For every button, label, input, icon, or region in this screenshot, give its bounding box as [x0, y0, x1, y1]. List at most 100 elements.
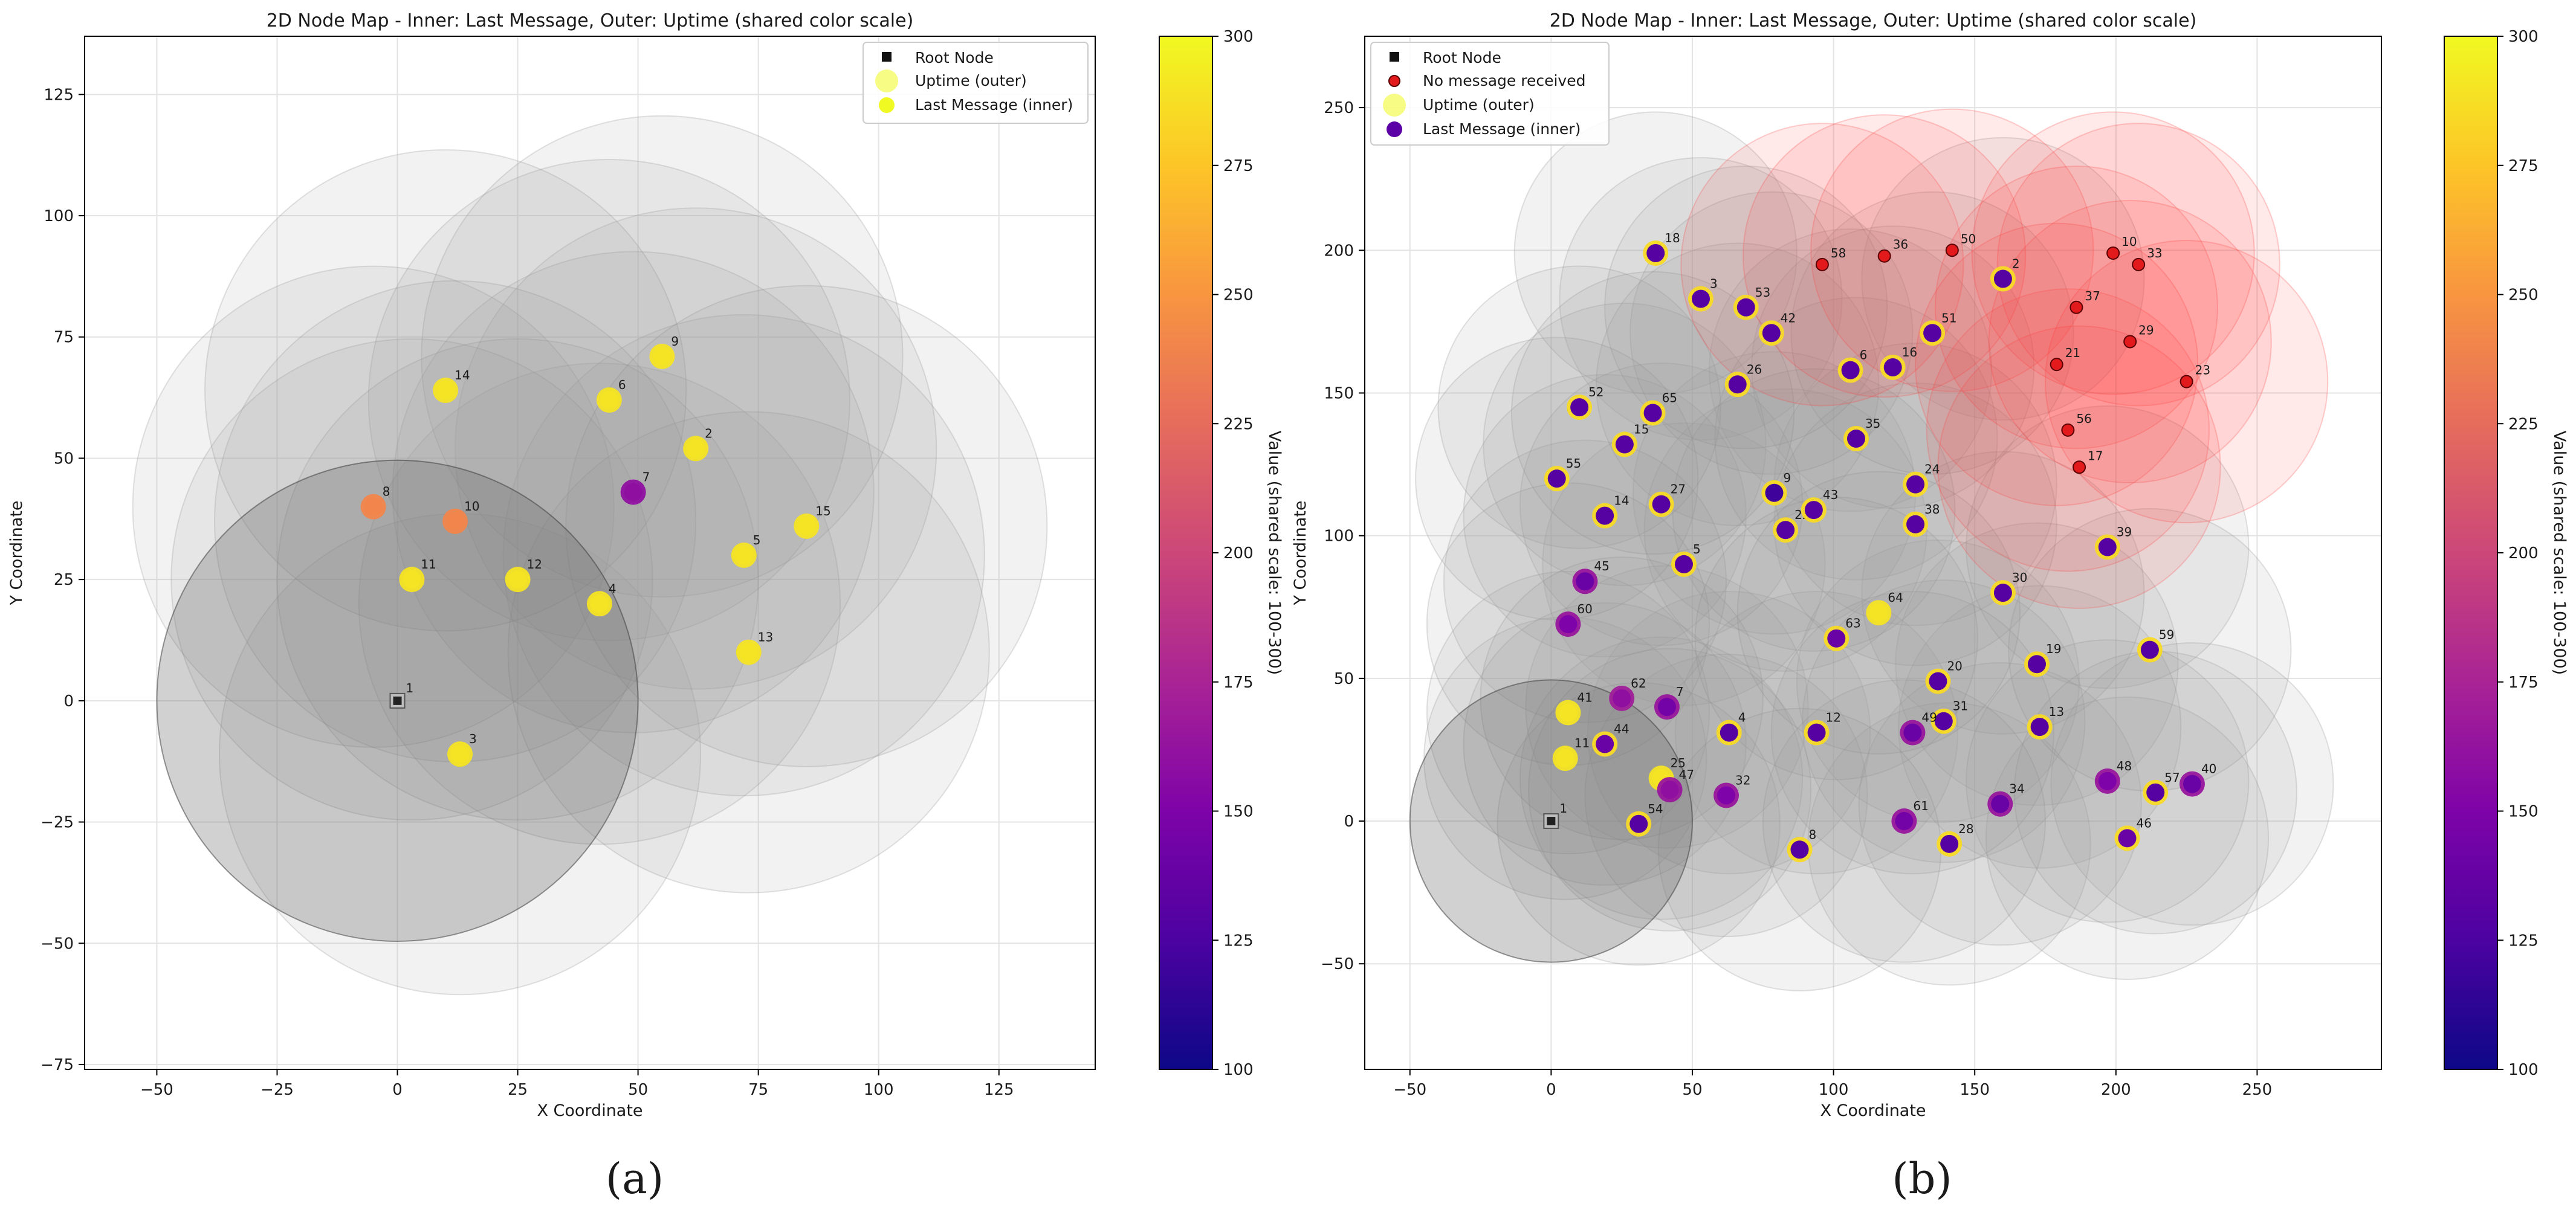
node-last-message-marker: [1596, 735, 1614, 753]
legend-last-message-marker-a: [879, 97, 895, 113]
node-last-message-marker: [1596, 506, 1614, 525]
root-node-label: 1: [406, 681, 414, 695]
node-label: 63: [1845, 616, 1860, 631]
colorbar-tick-label: 125: [1223, 932, 1254, 950]
node-label: 10: [464, 499, 479, 514]
x-tick-label: 100: [1819, 1081, 1849, 1099]
y-tick-label: 125: [44, 86, 74, 104]
node-last-message-marker: [364, 497, 383, 516]
node-label: 19: [2046, 642, 2061, 656]
node-label: 36: [1893, 237, 1908, 252]
y-ticks-a: −75 −50 −25 0 25 50 75 100 125: [40, 86, 85, 1074]
node-label: 6: [1860, 348, 1868, 362]
colorbar-tick-label: 100: [2508, 1061, 2539, 1079]
node-label: 26: [1747, 362, 1762, 376]
node-last-message-marker: [1660, 781, 1679, 799]
node-no-message-marker: [2106, 246, 2120, 260]
colorbar-label-a: Value (shared scale: 100-300): [1265, 431, 1284, 675]
legend-root-marker-b: [1390, 52, 1399, 62]
node-label: 9: [1783, 471, 1791, 485]
colorbar-tick-label: 225: [1223, 415, 1254, 433]
node-label: 33: [2147, 246, 2162, 260]
colorbar-tick-label: 300: [1223, 28, 1254, 46]
node-last-message-marker: [1547, 469, 1566, 488]
colorbar-tick-label: 175: [2508, 674, 2539, 692]
node-label: 15: [1634, 422, 1649, 436]
node-no-message-marker: [2180, 375, 2193, 388]
node-last-message-marker: [739, 643, 758, 662]
root-node-core: [1547, 817, 1556, 826]
node-label: 18: [1665, 231, 1680, 245]
node-label: 53: [1755, 285, 1770, 300]
node-label: 31: [1953, 699, 1968, 714]
node-label: 23: [2195, 363, 2210, 378]
node-last-message-marker: [1906, 515, 1925, 533]
y-tick-label: 75: [54, 329, 74, 347]
node-label: 14: [1614, 494, 1629, 508]
node-label: 48: [2117, 759, 2132, 773]
node-label: 12: [1826, 710, 1841, 725]
legend-last-message-label-a: Last Message (inner): [915, 96, 1073, 114]
node-label: 2: [705, 426, 713, 440]
node-label: 20: [1947, 659, 1962, 674]
node-label: 32: [1735, 773, 1750, 788]
node-label: 37: [2085, 289, 2100, 303]
node-last-message-marker: [1906, 475, 1925, 494]
x-ticks-a: −50 −25 0 25 50 75 100 125: [140, 1069, 1014, 1099]
y-tick-label: 250: [1324, 99, 1354, 117]
node-last-message-marker: [1570, 398, 1589, 417]
node-last-message-marker: [2118, 829, 2137, 848]
node-last-message-marker: [734, 546, 753, 565]
x-tick-label: 50: [628, 1081, 648, 1099]
y-tick-label: 0: [1344, 813, 1354, 831]
node-last-message-marker: [2098, 538, 2117, 556]
x-tick-label: −25: [261, 1081, 294, 1099]
node-last-message-marker: [1869, 604, 1888, 622]
node-label: 49: [1921, 710, 1937, 725]
y-tick-label: 0: [63, 692, 74, 710]
node-label: 16: [1902, 345, 1917, 359]
node-label: 25: [1671, 756, 1686, 770]
node-label: 40: [2201, 762, 2216, 776]
legend-box-a: [862, 42, 1089, 124]
node-last-message-marker: [797, 517, 816, 535]
x-tick-label: 125: [984, 1081, 1014, 1099]
y-tick-label: 100: [44, 207, 74, 225]
root-node-label: 1: [1559, 801, 1567, 816]
x-axis-label-a: X Coordinate: [537, 1101, 642, 1120]
x-tick-label: 200: [2101, 1081, 2131, 1099]
legend-uptime-marker-b: [1383, 94, 1406, 117]
legend-a: Root Node Uptime (outer) Last Message (i…: [862, 42, 1089, 124]
colorbar-ramp-b: [2444, 36, 2498, 1070]
node-label: 15: [815, 504, 830, 518]
colorbar-tick-label: 100: [1223, 1061, 1254, 1079]
colorbar-ticks-b: 100 125 150 175 200 225 250 275 300: [2497, 28, 2539, 1079]
y-tick-label: 200: [1324, 242, 1354, 260]
node-label: 7: [1676, 685, 1684, 699]
node-no-message-marker: [2050, 358, 2063, 372]
legend-last-message-label-b: Last Message (inner): [1423, 120, 1581, 138]
chart-title-a: 2D Node Map - Inner: Last Message, Outer…: [267, 10, 914, 31]
node-last-message-marker: [1762, 324, 1781, 343]
node-label: 58: [1831, 246, 1846, 260]
legend-no-message-label-b: No message received: [1423, 72, 1585, 89]
colorbar-ramp-a: [1159, 36, 1213, 1070]
chart-title-b: 2D Node Map - Inner: Last Message, Outer…: [1550, 10, 2197, 31]
node-last-message-marker: [1993, 584, 2012, 602]
node-last-message-marker: [600, 391, 618, 410]
node-label: 61: [1913, 799, 1928, 813]
node-last-message-marker: [1991, 794, 2010, 813]
x-tick-label: −50: [1393, 1081, 1426, 1099]
node-last-message-marker: [1765, 483, 1784, 502]
node-last-message-marker: [1807, 723, 1826, 742]
node-last-message-marker: [1736, 298, 1755, 317]
node-last-message-marker: [1790, 840, 1809, 859]
node-label: 5: [1693, 542, 1701, 556]
node-label: 56: [2076, 411, 2091, 426]
node-label: 35: [1865, 416, 1880, 431]
colorbar-tick-label: 150: [1223, 803, 1254, 821]
node-no-message-marker: [1877, 249, 1891, 263]
node-label: 52: [1588, 385, 1604, 399]
node-label: 27: [1671, 482, 1686, 497]
node-label: 11: [1574, 736, 1590, 750]
